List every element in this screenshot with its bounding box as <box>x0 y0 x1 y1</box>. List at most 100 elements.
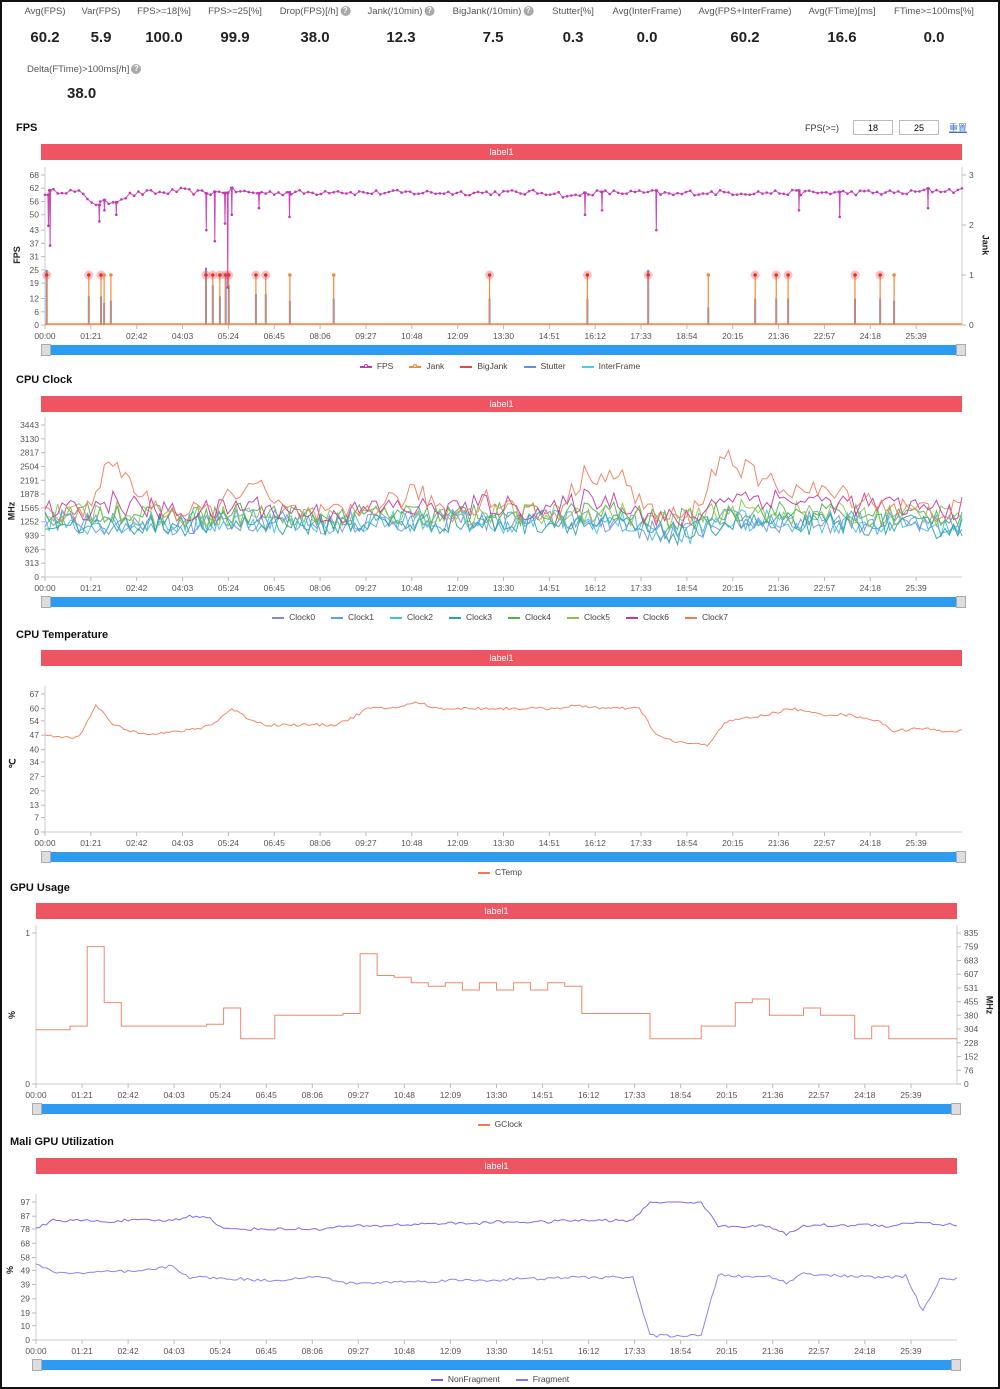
x-tick-label: 08:06 <box>309 331 331 341</box>
stat-value: 38.0 <box>67 85 97 102</box>
legend-item-clock4[interactable]: Clock4 <box>508 612 551 622</box>
x-tick-label: 24:18 <box>860 331 882 341</box>
legend-item-bigjank[interactable]: BigJank <box>460 361 508 371</box>
zoom-slider[interactable] <box>41 851 966 863</box>
fps-threshold-2-input[interactable] <box>899 120 940 135</box>
fps-point <box>655 228 658 232</box>
fps-point <box>107 202 110 206</box>
y-right-tick-label: 304 <box>964 1024 978 1034</box>
label-bar[interactable]: label1 <box>41 396 962 412</box>
fps-point <box>829 192 832 196</box>
slider-handle-left[interactable] <box>32 1359 42 1371</box>
y-tick-label: 97 <box>21 1197 31 1207</box>
fps-point <box>892 191 896 195</box>
reset-link[interactable]: 重置 <box>949 123 968 133</box>
x-tick-label: 18:54 <box>676 583 698 593</box>
fps-threshold-1-input[interactable] <box>853 120 894 135</box>
legend-item-fps[interactable]: FPS <box>359 361 393 371</box>
x-tick-label: 01:21 <box>71 1346 93 1356</box>
legend-item-nonfragment[interactable]: NonFragment <box>430 1374 500 1384</box>
fps-point <box>288 215 291 219</box>
slider-handle-left[interactable] <box>41 851 51 863</box>
fps-point <box>328 191 331 195</box>
legend-item-clock2[interactable]: Clock2 <box>390 612 433 622</box>
x-tick-label: 10:48 <box>394 1090 416 1100</box>
legend-item-gclock[interactable]: GClock <box>477 1119 522 1129</box>
fps-point <box>319 192 323 196</box>
x-tick-label: 20:15 <box>722 331 744 341</box>
help-icon[interactable]: ? <box>340 6 351 17</box>
legend-label: NonFragment <box>447 1374 500 1384</box>
fps-point <box>947 187 951 191</box>
slider-handle-left[interactable] <box>32 1103 42 1115</box>
fps-point <box>714 193 718 197</box>
slider-handle-left[interactable] <box>41 596 51 608</box>
legend-item-clock0[interactable]: Clock0 <box>272 612 315 622</box>
slider-handle-right[interactable] <box>956 344 966 356</box>
legend-item-clock1[interactable]: Clock1 <box>331 612 374 622</box>
help-icon[interactable]: ? <box>424 6 435 17</box>
fps-point <box>633 190 637 194</box>
fps-point <box>408 190 412 193</box>
fps-point <box>98 203 102 207</box>
fps-point <box>468 193 471 197</box>
zoom-slider[interactable] <box>41 344 966 356</box>
slider-handle-right[interactable] <box>951 1359 961 1371</box>
fps-point <box>209 193 212 197</box>
slider-handle-right[interactable] <box>956 596 966 608</box>
fps-point <box>447 190 450 194</box>
fps-point <box>56 192 60 195</box>
legend: GClock <box>0 1119 1000 1129</box>
slider-handle-left[interactable] <box>41 344 51 356</box>
x-tick-label: 22:57 <box>814 331 836 341</box>
fps-point <box>875 190 879 194</box>
x-tick-label: 05:24 <box>218 838 240 848</box>
fps-point <box>536 192 539 195</box>
help-icon[interactable]: ? <box>131 64 142 75</box>
zoom-slider[interactable] <box>41 596 966 608</box>
series-line-nonfragment <box>35 1201 958 1236</box>
fps-point <box>519 192 522 195</box>
legend-item-clock3[interactable]: Clock3 <box>449 612 492 622</box>
fps-point <box>544 193 548 197</box>
legend-item-clock5[interactable]: Clock5 <box>566 612 610 622</box>
legend-item-stutter[interactable]: Stutter <box>523 361 566 371</box>
fps-point <box>909 189 913 192</box>
zoom-slider[interactable] <box>32 1359 961 1371</box>
fps-point <box>162 191 166 194</box>
jank-point <box>109 273 113 277</box>
fps-point <box>289 193 293 196</box>
label-bar[interactable]: label1 <box>41 144 962 160</box>
y-right-tick-label: 0 <box>964 1079 969 1089</box>
legend-item-clock6[interactable]: Clock6 <box>625 612 669 622</box>
x-tick-label: 06:45 <box>256 1346 278 1356</box>
x-tick-label: 20:15 <box>722 583 744 593</box>
label-bar[interactable]: label1 <box>41 650 962 666</box>
fps-point <box>595 189 599 192</box>
label-bar[interactable]: label1 <box>36 903 957 919</box>
y-right-tick-label: 76 <box>964 1065 974 1075</box>
fps-point <box>234 190 238 194</box>
zoom-slider[interactable] <box>32 1103 961 1115</box>
label-bar[interactable]: label1 <box>36 1158 957 1174</box>
slider-handle-right[interactable] <box>956 851 966 863</box>
x-tick-label: 02:42 <box>126 583 148 593</box>
fps-point <box>81 192 85 196</box>
x-tick-label: 22:57 <box>808 1090 830 1100</box>
fps-point <box>404 190 408 193</box>
legend: NonFragment Fragment <box>0 1374 1000 1384</box>
fps-point <box>52 187 55 191</box>
slider-handle-right[interactable] <box>951 1103 961 1115</box>
legend-item-ctemp[interactable]: CTemp <box>478 867 522 877</box>
legend-item-jank[interactable]: Jank <box>409 361 444 371</box>
legend-item-interframe[interactable]: InterFrame <box>581 361 640 371</box>
legend-item-clock7[interactable]: Clock7 <box>684 612 728 622</box>
help-icon[interactable]: ? <box>523 6 534 17</box>
legend-item-fragment[interactable]: Fragment <box>515 1374 569 1384</box>
fps-point <box>846 192 849 195</box>
fps-point <box>115 200 119 204</box>
x-tick-label: 20:15 <box>716 1346 738 1356</box>
x-tick-label: 21:36 <box>768 583 790 593</box>
fps-point <box>149 189 153 192</box>
fps-point <box>816 191 819 195</box>
